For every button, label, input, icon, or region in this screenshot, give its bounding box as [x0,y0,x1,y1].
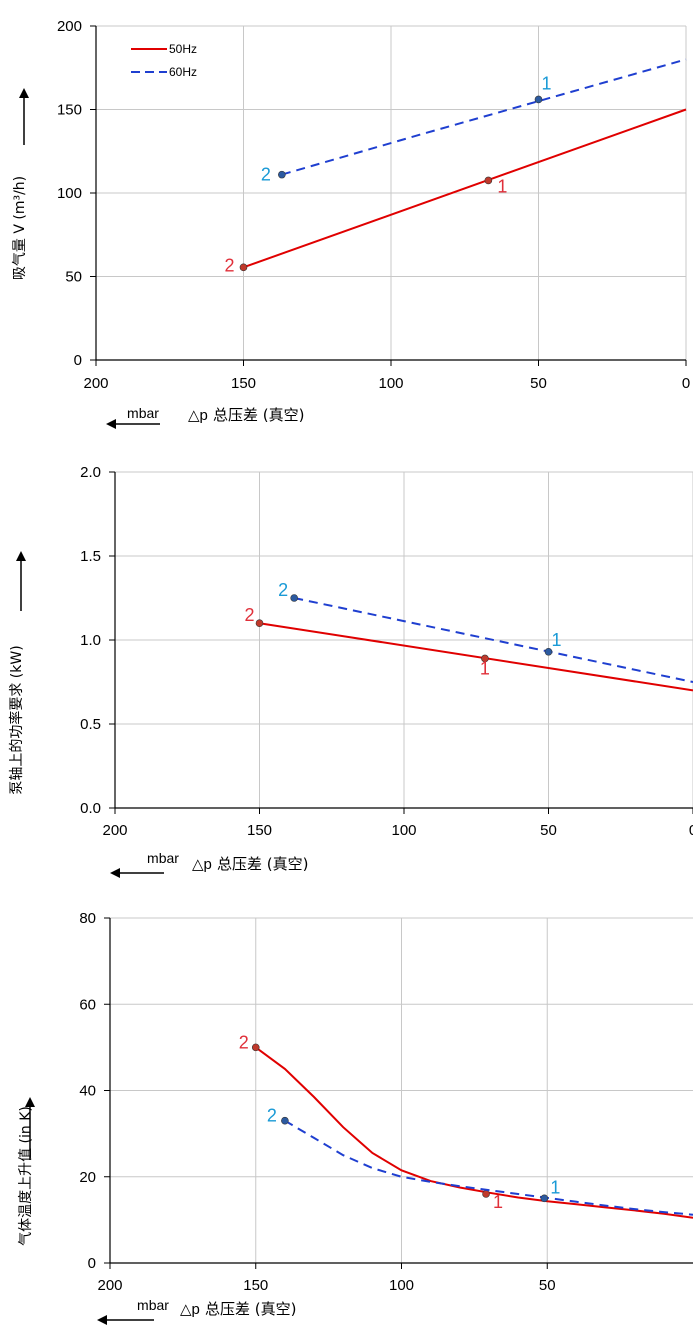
x-axis-symbol: △p [180,1301,200,1318]
data-point [484,176,493,185]
series-line-2 [284,1119,693,1216]
y-tick-label: 40 [79,1083,96,1100]
x-axis-unit: mbar [137,1297,169,1313]
y-axis-arrowhead [25,1097,35,1107]
y-axis-label: 泵轴上的功率要求 (kW) [8,645,25,794]
x-tick-label: 150 [243,1277,268,1294]
x-tick-label: 0 [689,822,693,839]
x-axis-unit: mbar [127,405,159,421]
y-tick-label: 0 [74,352,82,369]
data-point [278,170,286,179]
data-point [255,619,264,628]
y-axis-arrowhead [19,88,29,98]
y-tick-label: 0 [88,1255,96,1272]
x-axis-label: 总压差 (真空) [217,855,308,873]
data-point [534,95,543,104]
y-tick-label: 100 [57,185,82,202]
data-point [540,1194,549,1203]
x-tick-label: 200 [97,1277,122,1294]
y-tick-label: 20 [79,1169,96,1186]
y-tick-label: 200 [57,18,82,35]
point-label: 2 [278,580,288,600]
series-line-1 [243,108,687,269]
series-line-1 [259,622,693,692]
data-point [251,1043,260,1052]
data-point [239,263,248,272]
x-tick-label: 0 [682,375,690,392]
y-tick-label: 0.0 [80,800,101,817]
series-line-1 [255,1046,693,1219]
x-axis-symbol: △p [188,407,208,424]
x-axis-label: 总压差 (真空) [205,1300,296,1318]
chart-1: 200 150 100 50 0 0 50 100 150 200 吸气量 V (m³/h) mbar… [12,18,690,429]
data-point [481,654,489,663]
y-tick-label: 150 [57,102,82,119]
legend: 50Hz 60Hz [131,42,197,79]
point-label: 2 [267,1106,277,1126]
data-point [281,1116,289,1125]
x-axis-arrowhead [97,1315,107,1325]
legend-label: 60Hz [169,65,197,79]
point-label: 1 [493,1192,503,1212]
y-tick-label: 80 [79,910,96,927]
point-label: 1 [480,658,490,678]
point-label: 2 [244,605,254,625]
x-tick-label: 150 [247,822,272,839]
x-tick-label: 100 [378,375,403,392]
point-label: 1 [550,1177,560,1197]
y-axis-label: 吸气量 V (m³/h) [12,176,28,280]
y-tick-label: 50 [65,269,82,286]
chart-3: 200 150 100 50 0 20 40 60 80 气体温度上升值 (in K) mbar △p… [18,910,693,1325]
y-axis-arrowhead [16,551,26,561]
point-label: 1 [551,630,561,650]
x-tick-label: 50 [539,1277,556,1294]
y-axis-label: 气体温度上升值 (in K) [18,1106,34,1246]
y-tick-label: 0.5 [80,716,101,733]
x-tick-label: 150 [231,375,256,392]
x-tick-label: 50 [540,822,557,839]
point-label: 1 [541,73,551,93]
x-axis-label: 总压差 (真空) [213,406,304,424]
x-tick-label: 100 [391,822,416,839]
x-tick-label: 200 [102,822,127,839]
y-tick-label: 60 [79,996,96,1013]
point-label: 1 [497,176,507,196]
x-axis-unit: mbar [147,850,179,866]
point-label: 2 [224,255,234,275]
y-tick-label: 1.0 [80,632,101,649]
data-point [290,594,298,602]
point-label: 2 [239,1032,249,1052]
x-axis-symbol: △p [192,856,212,873]
y-tick-label: 1.5 [80,548,101,565]
data-point [482,1190,490,1198]
series-line-2 [281,58,687,176]
x-tick-label: 100 [389,1277,414,1294]
x-tick-label: 200 [83,375,108,392]
x-tick-label: 50 [530,375,547,392]
x-axis-arrowhead [110,868,120,878]
data-point [544,647,553,656]
legend-label: 50Hz [169,42,197,56]
x-axis-arrowhead [106,419,116,429]
point-label: 2 [261,165,271,185]
chart-2: 200 150 100 50 0 0.0 0.5 1.0 1.5 2.0 泵轴上的功率要求 (kW)… [8,464,693,878]
series-line-2 [293,597,693,683]
y-tick-label: 2.0 [80,464,101,481]
